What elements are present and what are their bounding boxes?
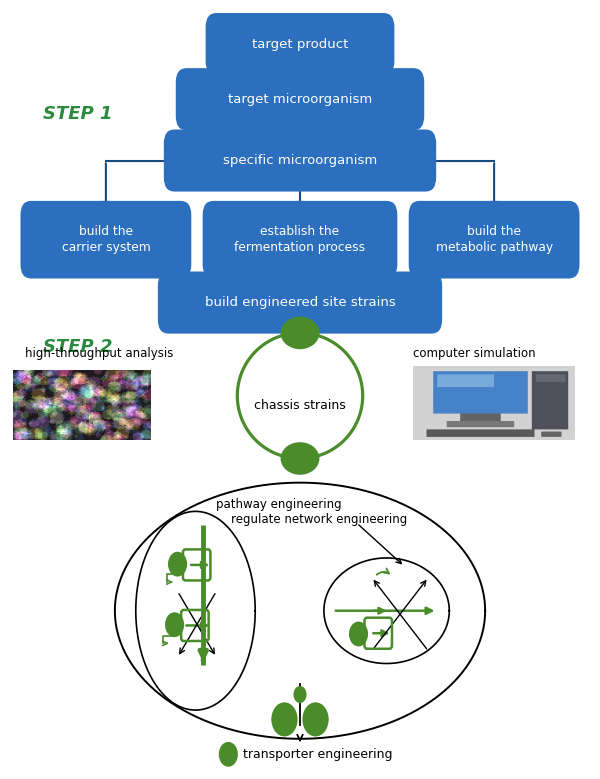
Text: pathway engineering: pathway engineering xyxy=(217,498,342,511)
FancyBboxPatch shape xyxy=(203,201,397,279)
FancyBboxPatch shape xyxy=(158,272,442,333)
Text: establish the
fermentation process: establish the fermentation process xyxy=(235,225,365,255)
Text: STEP 1: STEP 1 xyxy=(43,105,113,123)
Circle shape xyxy=(293,686,307,703)
Text: build the
metabolic pathway: build the metabolic pathway xyxy=(436,225,553,255)
Text: target microorganism: target microorganism xyxy=(228,93,372,106)
Circle shape xyxy=(302,703,329,736)
Text: build engineered site strains: build engineered site strains xyxy=(205,296,395,309)
Text: build the
carrier system: build the carrier system xyxy=(62,225,150,255)
Text: chassis strains: chassis strains xyxy=(254,399,346,411)
FancyBboxPatch shape xyxy=(164,129,436,192)
Text: computer simulation: computer simulation xyxy=(413,347,536,360)
Text: target product: target product xyxy=(252,37,348,51)
Text: transporter engineering: transporter engineering xyxy=(243,748,393,761)
Circle shape xyxy=(219,742,238,767)
Circle shape xyxy=(165,612,184,637)
Ellipse shape xyxy=(281,316,319,349)
Text: STEP 2: STEP 2 xyxy=(43,338,113,356)
FancyBboxPatch shape xyxy=(20,201,191,279)
Text: wild-type strain: wild-type strain xyxy=(324,320,421,333)
Text: regulate network engineering: regulate network engineering xyxy=(232,513,407,526)
Ellipse shape xyxy=(281,442,319,474)
Text: specific microorganism: specific microorganism xyxy=(223,154,377,167)
FancyBboxPatch shape xyxy=(206,13,394,75)
FancyBboxPatch shape xyxy=(409,201,580,279)
FancyBboxPatch shape xyxy=(176,68,424,130)
Text: high-throughput analysis: high-throughput analysis xyxy=(25,347,173,360)
Circle shape xyxy=(349,622,368,647)
Circle shape xyxy=(168,552,187,576)
Circle shape xyxy=(271,703,298,736)
